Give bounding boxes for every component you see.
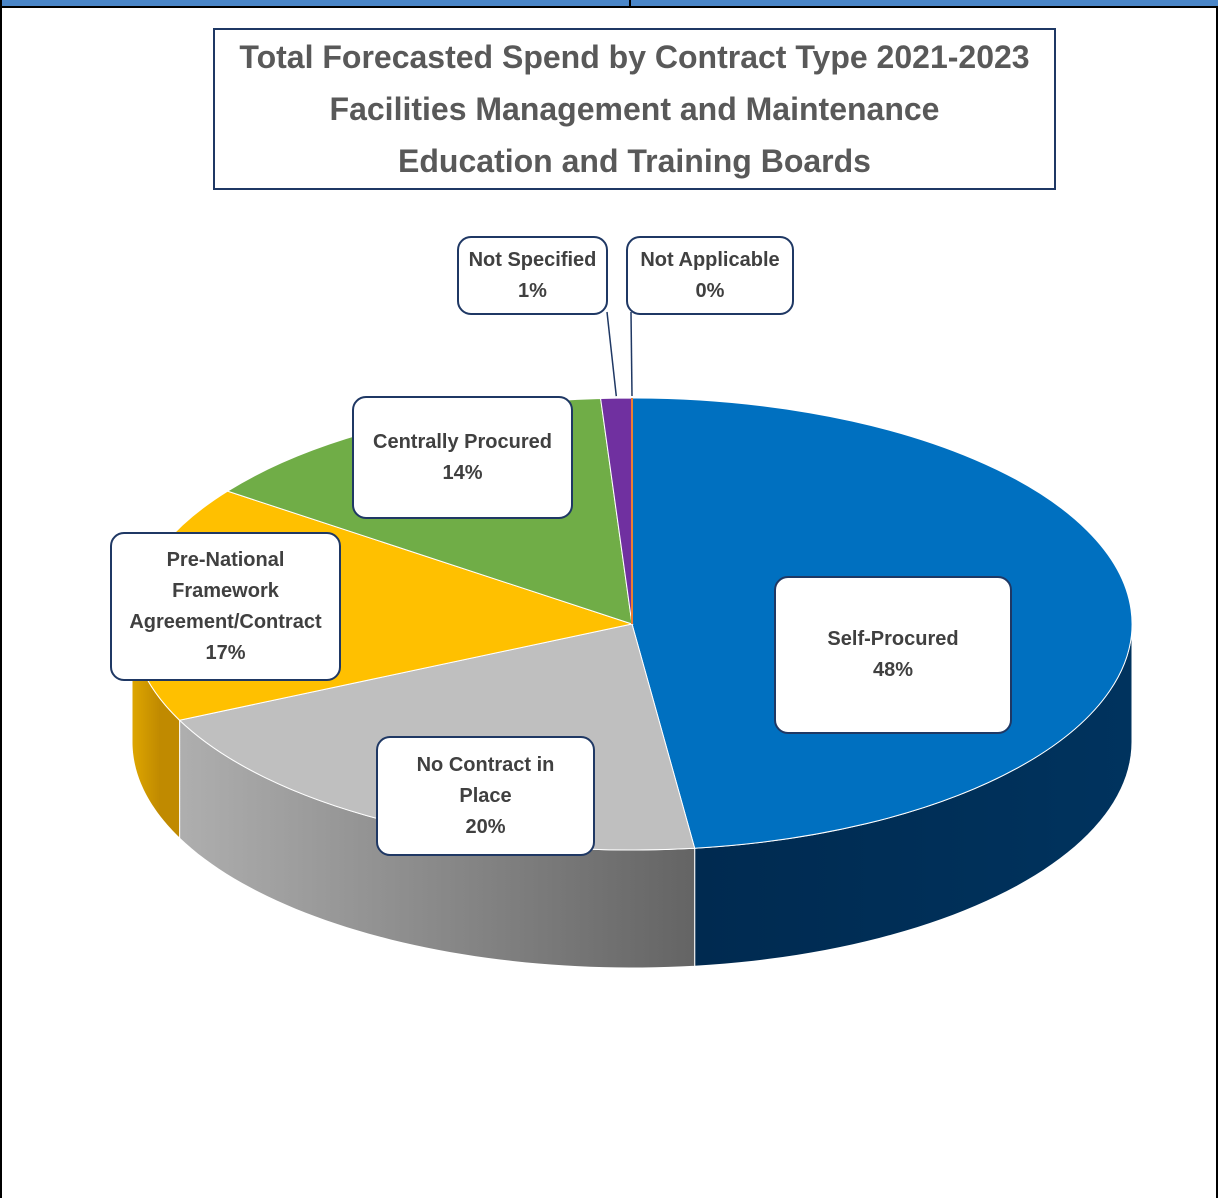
chart-title-line-1: Total Forecasted Spend by Contract Type … <box>239 39 1030 75</box>
chart-title-line-3: Education and Training Boards <box>398 143 871 179</box>
data-label-pre-national-framework: Pre-National Framework Agreement/Contrac… <box>110 532 341 681</box>
slice-name-line-1: Pre-National <box>166 548 285 571</box>
slice-name-line-3: Agreement/Contract <box>129 610 322 633</box>
slice-percent: 0% <box>695 279 725 302</box>
chart-title: Total Forecasted Spend by Contract Type … <box>213 28 1056 190</box>
data-label-not-applicable: Not Applicable 0% <box>626 236 794 315</box>
data-label-no-contract: No Contract in Place 20% <box>376 736 595 856</box>
leader-line-5 <box>630 311 633 397</box>
slice-name: Not Specified <box>468 248 597 271</box>
slice-name: Not Applicable <box>640 248 780 271</box>
slice-percent: 20% <box>465 815 506 838</box>
data-label-centrally-procured: Centrally Procured 14% <box>352 396 573 519</box>
header-bar-divider <box>629 0 631 8</box>
data-label-self-procured: Self-Procured 48% <box>774 576 1012 734</box>
slice-percent: 48% <box>872 659 914 681</box>
slice-name-line-2: Framework <box>172 579 279 602</box>
slice-name: Centrally Procured <box>373 430 552 453</box>
slice-percent: 14% <box>442 461 483 484</box>
slice-name: Self-Procured <box>827 628 959 650</box>
slice-name-line-2: Place <box>459 784 512 807</box>
slice-name-line-1: No Contract in <box>416 753 555 776</box>
slice-percent: 1% <box>518 279 547 302</box>
leader-line-4 <box>606 311 618 397</box>
slice-percent: 17% <box>205 641 246 664</box>
chart-title-line-2: Facilities Management and Maintenance <box>329 91 940 127</box>
pie-leader-lines <box>606 311 633 397</box>
data-label-not-specified: Not Specified 1% <box>457 236 608 315</box>
header-bar <box>2 0 1218 8</box>
